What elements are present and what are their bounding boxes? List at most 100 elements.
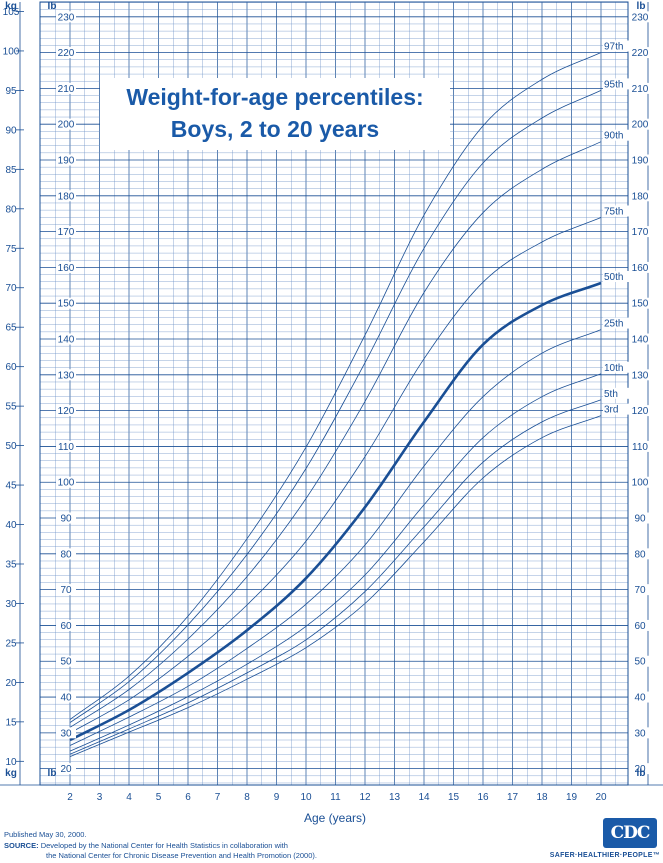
lb-tick-label-left: 90 xyxy=(60,514,72,525)
lb-tick-label-right: 30 xyxy=(634,728,646,739)
lb-tick-bg xyxy=(630,548,650,560)
lb-tick-label-right: 100 xyxy=(632,478,649,489)
lb-tick-bg xyxy=(630,405,650,417)
lb-tick-bg xyxy=(630,512,650,524)
lb-tick-label-right: 180 xyxy=(632,191,649,202)
lb-tick-label-right: 140 xyxy=(632,335,649,346)
series-label-bg xyxy=(603,317,629,329)
x-tick-label: 12 xyxy=(359,792,371,803)
x-tick-label: 11 xyxy=(330,792,341,803)
kg-unit-label: kg xyxy=(5,768,17,779)
series-label-5th: 5th xyxy=(604,389,618,400)
x-tick-label: 8 xyxy=(244,792,250,803)
x-tick-label: 16 xyxy=(477,792,489,803)
series-label-3rd: 3rd xyxy=(604,405,618,416)
lb-tick-label-left: 190 xyxy=(58,156,75,167)
x-tick-label: 4 xyxy=(126,792,132,803)
lb-tick-label-left: 180 xyxy=(58,191,75,202)
lb-tick-bg xyxy=(56,82,76,94)
lb-tick-bg xyxy=(56,763,76,775)
series-label-97th: 97th xyxy=(604,42,623,53)
series-line-25th xyxy=(69,329,602,746)
lb-tick-bg xyxy=(56,405,76,417)
lb-tick-bg xyxy=(56,297,76,309)
lb-tick-label-left: 150 xyxy=(58,299,75,310)
series-label-90th: 90th xyxy=(604,131,623,142)
kg-tick-label: 75 xyxy=(5,244,17,255)
kg-tick-label: 25 xyxy=(5,638,17,649)
lb-tick-label-left: 140 xyxy=(58,335,75,346)
lb-tick-label-right: 220 xyxy=(632,48,649,59)
lb-tick-bg xyxy=(56,691,76,703)
series-label-bg xyxy=(603,403,629,415)
lb-tick-label-right: 210 xyxy=(632,84,649,95)
lb-tick-bg xyxy=(56,655,76,667)
lb-tick-bg xyxy=(630,190,650,202)
x-tick-label: 15 xyxy=(448,792,460,803)
lb-tick-label-left: 210 xyxy=(58,84,75,95)
lb-tick-bg xyxy=(56,47,76,59)
series-label-75th: 75th xyxy=(604,206,623,217)
lb-tick-bg xyxy=(630,118,650,130)
series-label-10th: 10th xyxy=(604,363,623,374)
x-tick-label: 18 xyxy=(536,792,548,803)
lb-tick-label-right: 40 xyxy=(634,693,646,704)
series-label-bg xyxy=(603,78,629,90)
x-tick-label: 19 xyxy=(566,792,578,803)
lb-tick-label-left: 230 xyxy=(58,12,75,23)
kg-tick-label: 80 xyxy=(5,204,17,215)
series-label-bg xyxy=(603,40,629,52)
lb-tick-label-right: 170 xyxy=(632,227,649,238)
lb-tick-label-right: 160 xyxy=(632,263,649,274)
chart-labels: 1015202530354045505560657075808590951001… xyxy=(3,1,650,803)
lb-tick-bg xyxy=(630,619,650,631)
lb-unit-label: lb xyxy=(637,1,646,12)
chart-title-line-1: Weight-for-age percentiles: xyxy=(126,84,423,110)
kg-tick-label: 70 xyxy=(5,283,17,294)
x-tick-label: 5 xyxy=(156,792,162,803)
lb-tick-label-right: 60 xyxy=(634,621,646,632)
lb-tick-bg xyxy=(630,226,650,238)
lb-tick-label-right: 230 xyxy=(632,12,649,23)
lb-tick-bg xyxy=(630,691,650,703)
lb-tick-bg xyxy=(630,655,650,667)
x-tick-label: 14 xyxy=(418,792,430,803)
lb-tick-bg xyxy=(630,154,650,166)
series-label-95th: 95th xyxy=(604,79,623,90)
lb-tick-label-right: 120 xyxy=(632,406,649,417)
lb-tick-label-left: 100 xyxy=(58,478,75,489)
kg-tick-label: 100 xyxy=(3,46,20,57)
lb-tick-bg xyxy=(630,47,650,59)
published-note: Published May 30, 2000. xyxy=(4,830,87,839)
lb-tick-label-left: 50 xyxy=(60,657,72,668)
kg-tick-label: 30 xyxy=(5,599,17,610)
lb-tick-bg xyxy=(56,476,76,488)
lb-tick-bg xyxy=(56,440,76,452)
lb-tick-label-right: 90 xyxy=(634,514,646,525)
lb-tick-label-left: 70 xyxy=(60,585,72,596)
kg-tick-label: 20 xyxy=(5,678,17,689)
series-line-5th xyxy=(69,399,602,755)
x-tick-label: 6 xyxy=(185,792,191,803)
chart-title-line-2: Boys, 2 to 20 years xyxy=(171,116,379,142)
lb-tick-label-left: 80 xyxy=(60,549,72,560)
series-line-50th xyxy=(69,281,602,742)
lb-unit-label: lb xyxy=(637,768,646,779)
lb-tick-label-right: 150 xyxy=(632,299,649,310)
title-box xyxy=(100,78,450,150)
series-line-75th xyxy=(69,217,602,734)
lb-tick-bg xyxy=(56,727,76,739)
kg-tick-label: 85 xyxy=(5,165,17,176)
series-label-25th: 25th xyxy=(604,319,623,330)
series-line-3rd xyxy=(69,415,602,757)
kg-tick-label: 90 xyxy=(5,125,17,136)
lb-tick-label-right: 130 xyxy=(632,370,649,381)
x-tick-label: 9 xyxy=(274,792,280,803)
lb-tick-bg xyxy=(56,512,76,524)
lb-tick-label-left: 170 xyxy=(58,227,75,238)
lb-tick-label-left: 40 xyxy=(60,693,72,704)
series-label-bg xyxy=(603,387,629,399)
lb-tick-label-left: 110 xyxy=(58,442,74,453)
lb-tick-label-left: 30 xyxy=(60,728,72,739)
